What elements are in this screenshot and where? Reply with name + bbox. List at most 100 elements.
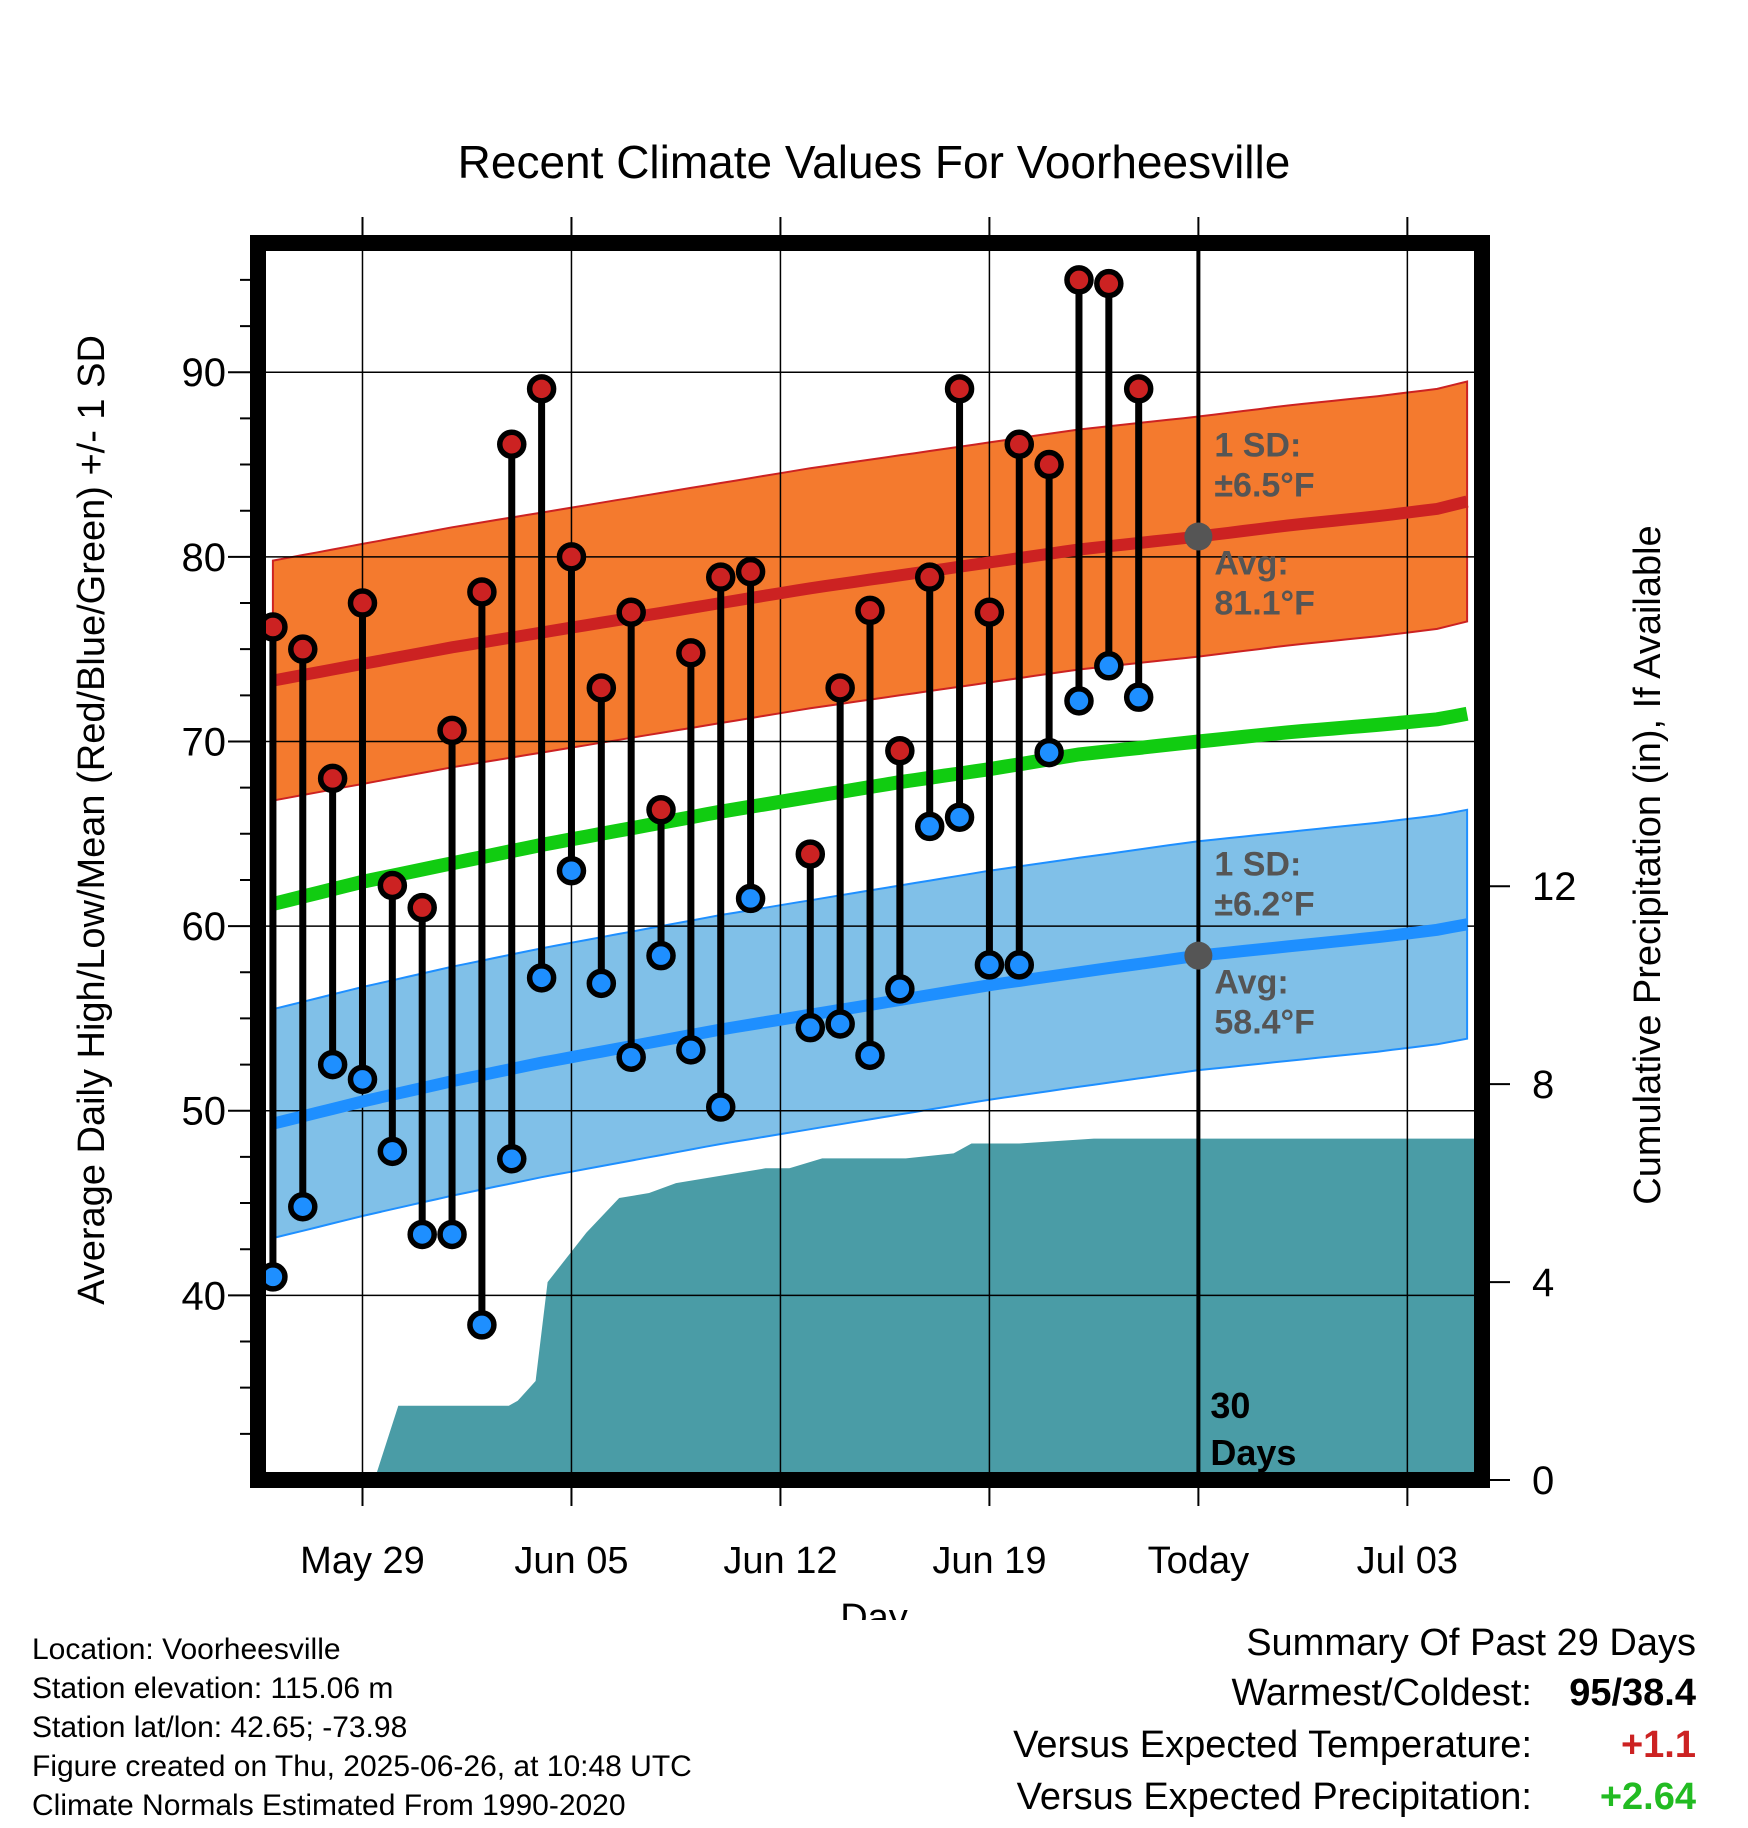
- today-low-avg-marker: [1184, 941, 1213, 970]
- daily-high-point: [1034, 449, 1064, 480]
- normals-text: Climate Normals Estimated From 1990-2020: [32, 1789, 626, 1822]
- daily-high-point: [855, 595, 885, 626]
- daily-high-point: [1004, 429, 1035, 459]
- low-avg-label: Avg:: [1214, 964, 1288, 1002]
- y2-tick-label: 12: [1532, 865, 1577, 909]
- y-tick-label: 40: [182, 1274, 227, 1318]
- normal-high-line: [271, 495, 1469, 687]
- y-tick-label: 70: [182, 720, 227, 764]
- daily-high-point: [1064, 265, 1094, 295]
- today-days-number: 30: [1210, 1385, 1250, 1426]
- daily-low-point: [646, 940, 676, 971]
- daily-high-point: [288, 634, 318, 664]
- daily-high-point: [437, 715, 467, 746]
- high-avg-value: 81.1°F: [1214, 585, 1315, 623]
- temp-deviation-label: Versus Expected Temperature:: [1013, 1724, 1532, 1766]
- daily-low-point: [914, 811, 945, 842]
- daily-low-point: [347, 1064, 378, 1095]
- y2-axis-label: Cumulative Precipitation (in), If Availa…: [1627, 525, 1669, 1204]
- today-days-label: Days: [1210, 1432, 1296, 1473]
- precip-deviation-label: Versus Expected Precipitation:: [1016, 1776, 1532, 1818]
- daily-high-point: [676, 638, 706, 668]
- summary-warmest-row: Warmest/Coldest: 95/38.4: [1013, 1672, 1696, 1724]
- daily-low-point: [407, 1219, 437, 1250]
- y2-tick-label: 0: [1532, 1459, 1554, 1503]
- daily-low-point: [526, 963, 557, 993]
- daily-high-point: [1123, 374, 1154, 404]
- x-tick-label: Jun 05: [514, 1540, 628, 1582]
- daily-high-point: [735, 556, 766, 587]
- elevation-text: Station elevation: 115.06 m: [32, 1672, 394, 1705]
- y-tick-label: 50: [182, 1090, 227, 1134]
- daily-low-point: [825, 1009, 855, 1039]
- daily-low-point: [317, 1049, 348, 1080]
- daily-low-point: [885, 974, 915, 1004]
- daily-low-point: [795, 1012, 826, 1043]
- y2-tick-label: 8: [1532, 1063, 1554, 1107]
- daily-high-point: [944, 374, 975, 404]
- daily-high-point: [347, 588, 378, 618]
- y-tick-label: 80: [182, 536, 227, 580]
- y2-tick-label: 4: [1532, 1261, 1554, 1305]
- y-tick-label: 90: [182, 351, 227, 395]
- warmest-value: 95/38.4: [1569, 1672, 1696, 1714]
- x-tick-label: Jul 03: [1357, 1540, 1458, 1582]
- daily-low-point: [676, 1035, 706, 1065]
- y-axis-label: Average Daily High/Low/Mean (Red/Blue/Gr…: [71, 335, 113, 1305]
- today-high-avg-marker: [1184, 522, 1213, 551]
- chart-title: Recent Climate Values For Voorheesville: [458, 136, 1291, 188]
- daily-high-point: [317, 763, 348, 794]
- daily-low-point: [1034, 737, 1064, 768]
- daily-high-point: [795, 839, 826, 869]
- daily-low-point: [586, 968, 617, 999]
- daily-low-point: [735, 883, 766, 914]
- station-info: Location: Voorheesville Station elevatio…: [32, 1630, 692, 1825]
- daily-low-point: [1123, 682, 1154, 712]
- daily-low-point: [1064, 686, 1094, 716]
- high-sd-value: ±6.5°F: [1214, 467, 1314, 505]
- daily-high-point: [616, 597, 646, 628]
- plot-frame: [250, 235, 1490, 1488]
- x-tick-label: Today: [1148, 1540, 1249, 1582]
- x-tick-label: Jun 19: [932, 1540, 1046, 1582]
- high-avg-label: Avg:: [1214, 545, 1288, 583]
- warmest-label: Warmest/Coldest:: [1231, 1672, 1532, 1714]
- latlon-text: Station lat/lon: 42.65; -73.98: [32, 1711, 408, 1744]
- daily-high-point: [914, 562, 945, 592]
- daily-high-point: [526, 374, 557, 404]
- low-sd-label: 1 SD:: [1214, 846, 1301, 884]
- precip-area: [374, 1138, 1482, 1480]
- daily-low-point: [497, 1143, 527, 1174]
- daily-low-point: [1094, 651, 1124, 681]
- daily-low-point: [1004, 950, 1035, 980]
- daily-high-point: [497, 429, 527, 459]
- daily-low-point: [944, 802, 975, 832]
- x-tick-label: Jun 12: [723, 1540, 837, 1582]
- daily-high-point: [974, 597, 1005, 628]
- precip-deviation-value: +2.64: [1599, 1776, 1696, 1818]
- daily-low-point: [974, 950, 1005, 980]
- daily-high-point: [1094, 268, 1124, 299]
- daily-low-point: [556, 855, 587, 886]
- daily-high-point: [377, 870, 408, 901]
- y-tick-label: 60: [182, 905, 227, 949]
- x-tick-label: May 29: [300, 1540, 425, 1582]
- climate-chart: Recent Climate Values For Voorheesville …: [71, 136, 1669, 1620]
- summary-heading: Summary Of Past 29 Days: [1246, 1622, 1696, 1664]
- daily-high-point: [705, 562, 736, 592]
- daily-low-point: [377, 1136, 408, 1167]
- x-axis-label: Day: [840, 1597, 908, 1620]
- daily-low-point: [288, 1192, 318, 1222]
- location-text: Location: Voorheesville: [32, 1633, 341, 1666]
- daily-high-point: [646, 795, 676, 825]
- daily-high-point: [556, 542, 587, 572]
- summary-temp-row: Versus Expected Temperature: +1.1: [1013, 1724, 1696, 1776]
- daily-low-point: [616, 1042, 646, 1072]
- summary-precip-row: Versus Expected Precipitation: +2.64: [1013, 1776, 1696, 1828]
- created-text: Figure created on Thu, 2025-06-26, at 10…: [32, 1750, 692, 1783]
- summary-panel: Summary Of Past 29 Days Warmest/Coldest:…: [1013, 1622, 1696, 1828]
- high-sd-label: 1 SD:: [1214, 427, 1301, 465]
- daily-high-point: [467, 577, 497, 607]
- daily-low-point: [705, 1092, 736, 1122]
- daily-low-point: [467, 1310, 497, 1340]
